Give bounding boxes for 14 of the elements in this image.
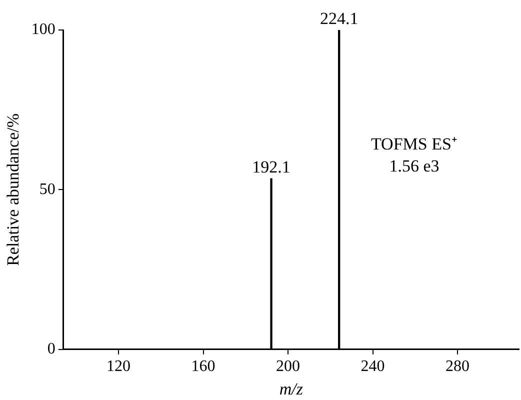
- annotation: 224.1: [320, 8, 358, 28]
- annotation: TOFMS ES⁺: [370, 134, 458, 154]
- y-axis-title: Relative abundance/%: [4, 113, 23, 266]
- x-tick-label: 120: [106, 358, 130, 376]
- x-tick-label: 200: [276, 358, 300, 376]
- y-tick-label: 0: [47, 340, 56, 358]
- annotation: 192.1: [252, 157, 290, 176]
- x-tick-label: 160: [191, 358, 216, 376]
- y-tick-label: 50: [39, 180, 56, 198]
- x-axis-title: m/z: [279, 379, 304, 398]
- y-tick-label: 100: [31, 21, 56, 38]
- annotation: 1.56 e3: [389, 156, 440, 176]
- x-tick-label: 280: [446, 358, 470, 376]
- x-tick-label: 240: [360, 358, 385, 376]
